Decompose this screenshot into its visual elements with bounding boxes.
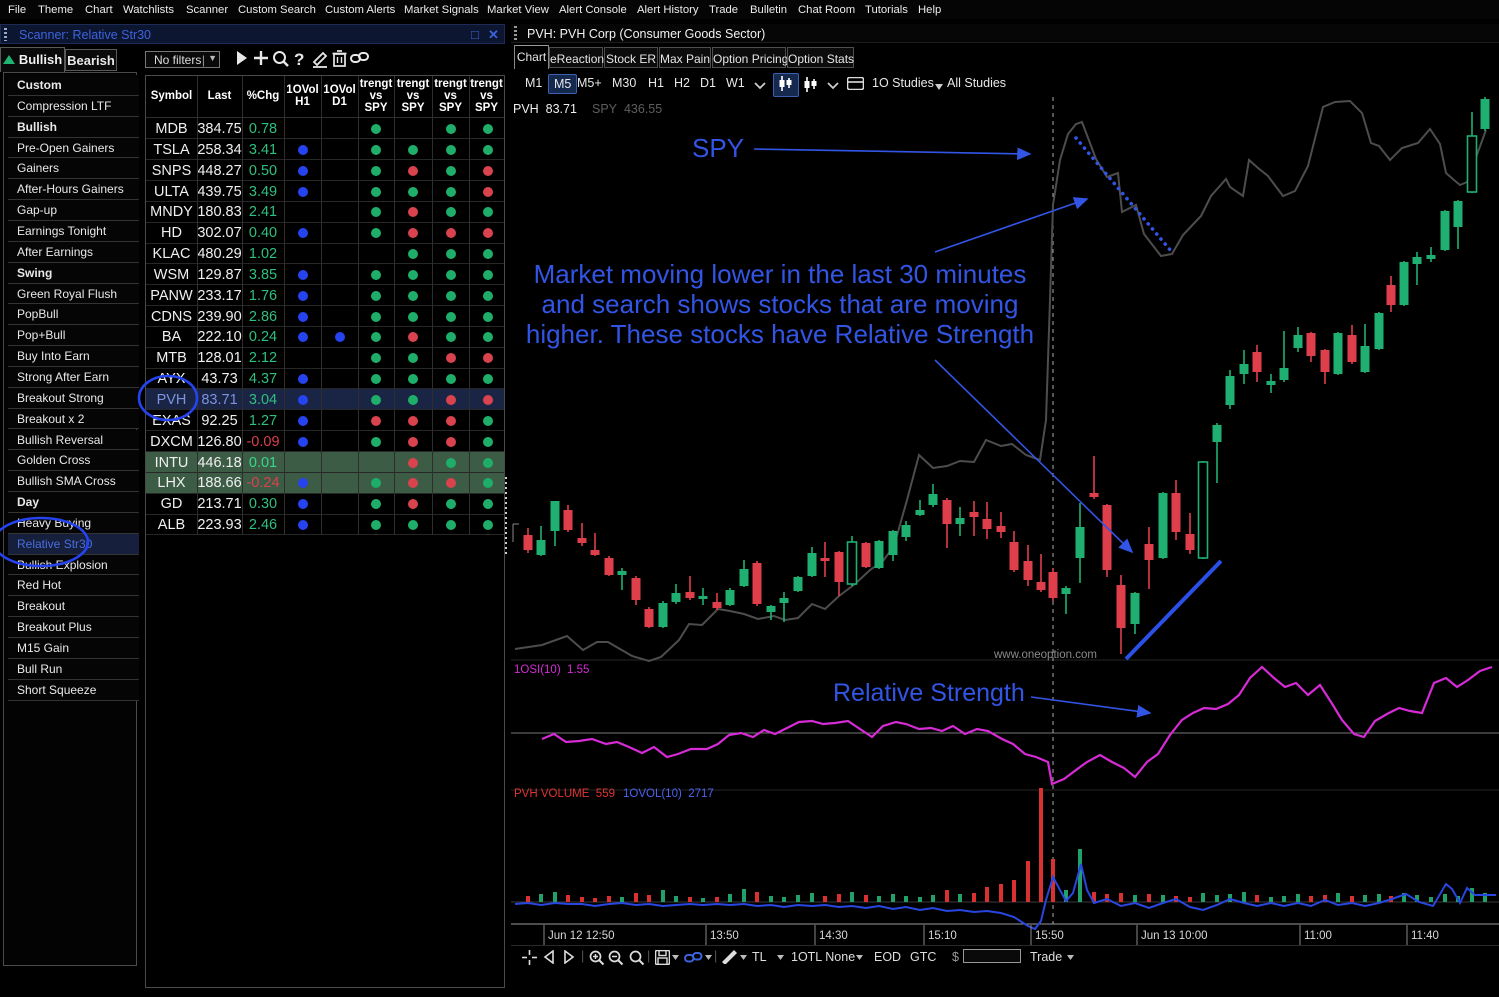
svg-text:11:40: 11:40 bbox=[1411, 930, 1439, 942]
svg-text:PVH VOLUME 559: PVH VOLUME 559 bbox=[514, 788, 615, 800]
svg-text:Jun 12 12:50: Jun 12 12:50 bbox=[548, 930, 615, 942]
svg-text:and search shows stocks that a: and search shows stocks that are moving bbox=[542, 289, 1019, 319]
svg-text:14:30: 14:30 bbox=[819, 930, 848, 942]
svg-text:Jun 13 10:00: Jun 13 10:00 bbox=[1141, 930, 1208, 942]
svg-text:13:50: 13:50 bbox=[710, 930, 739, 942]
svg-text:SPY: SPY bbox=[692, 133, 744, 163]
svg-text:1OSI(10) 1.55: 1OSI(10) 1.55 bbox=[514, 664, 589, 676]
svg-text:1OVOL(10) 2717: 1OVOL(10) 2717 bbox=[623, 788, 714, 800]
svg-text:higher. These stocks have Rela: higher. These stocks have Relative Stren… bbox=[526, 319, 1034, 349]
svg-text:Market moving lower in the las: Market moving lower in the last 30 minut… bbox=[534, 259, 1027, 289]
svg-text:15:10: 15:10 bbox=[928, 930, 957, 942]
svg-text:11:00: 11:00 bbox=[1304, 930, 1332, 942]
svg-text:www.oneoption.com: www.oneoption.com bbox=[993, 649, 1097, 661]
svg-text:Relative Strength: Relative Strength bbox=[833, 679, 1025, 707]
svg-text:15:50: 15:50 bbox=[1035, 930, 1064, 942]
